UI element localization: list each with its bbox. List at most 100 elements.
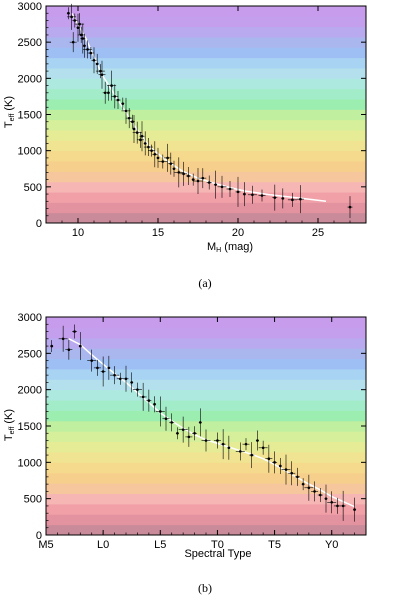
data-point	[258, 189, 266, 202]
y-tick-label: 2500	[18, 37, 42, 49]
color-band	[46, 6, 366, 17]
data-point	[125, 108, 133, 129]
color-band	[46, 192, 366, 203]
data-point	[110, 366, 120, 385]
data-point	[347, 196, 353, 219]
x-axis-label-b: Spectral Type	[184, 548, 251, 560]
data-point	[162, 406, 170, 431]
data-point	[353, 497, 357, 522]
data-point	[136, 131, 144, 148]
data-point	[152, 141, 158, 168]
x-tick-label: L0	[97, 539, 109, 551]
data-point	[148, 144, 156, 157]
data-point	[199, 168, 207, 189]
data-point	[116, 372, 124, 385]
color-band	[46, 140, 366, 152]
color-band	[46, 78, 366, 90]
x-tick-label: T5	[268, 539, 281, 551]
data-point	[281, 188, 285, 209]
data-point	[153, 396, 157, 413]
data-point	[93, 359, 101, 376]
data-point	[72, 13, 78, 28]
data-points-a	[66, 3, 353, 219]
panel-label-a: (a)	[198, 276, 211, 290]
color-band	[46, 400, 366, 411]
data-point	[220, 429, 226, 460]
data-point	[192, 426, 198, 441]
data-point	[255, 430, 259, 451]
color-band	[46, 493, 366, 505]
y-tick-label: 0	[36, 218, 42, 230]
data-point	[143, 131, 147, 156]
data-point	[132, 114, 136, 143]
data-point	[111, 84, 119, 109]
data-point	[174, 157, 184, 188]
data-point	[235, 176, 241, 207]
data-point	[78, 332, 82, 361]
color-band	[46, 420, 366, 432]
color-band	[46, 130, 366, 141]
y-tick-label: 1000	[18, 146, 42, 158]
color-band	[46, 119, 366, 131]
x-axis-b: M5 L0 L5 T0 T5 Y0	[38, 317, 367, 551]
data-point	[294, 467, 300, 486]
data-point	[58, 325, 68, 352]
y-tick-label: 1500	[18, 110, 42, 122]
data-point	[287, 192, 297, 207]
color-band	[46, 503, 366, 515]
data-point	[50, 340, 54, 353]
data-point	[311, 481, 319, 502]
x-tick-label: 15	[152, 227, 164, 239]
data-point	[123, 365, 129, 392]
panel-label-b: (b)	[198, 581, 212, 595]
color-band	[46, 389, 366, 401]
data-point	[249, 442, 255, 469]
data-point	[324, 484, 328, 513]
data-point	[65, 339, 73, 360]
x-tick-label: T0	[211, 539, 224, 551]
y-tick-label: 1000	[18, 457, 42, 469]
color-band	[46, 171, 366, 183]
color-bands-a	[46, 6, 366, 224]
data-point	[158, 154, 168, 169]
data-point	[198, 408, 202, 437]
color-bands-b	[46, 317, 366, 536]
data-point	[169, 413, 175, 432]
data-point	[178, 416, 188, 443]
data-point	[139, 121, 145, 152]
data-point	[265, 444, 273, 473]
data-point	[66, 7, 70, 20]
data-point	[201, 429, 211, 452]
data-point	[175, 427, 179, 440]
color-band	[46, 317, 366, 328]
x-axis-label-a: MH (mag)	[207, 241, 253, 254]
panel-a: 10 15 20 25 0 500 1000 1500 2000 2500 3000 MH (ma…	[3, 1, 367, 290]
data-point	[227, 435, 231, 460]
x-tick-label: 10	[72, 227, 84, 239]
color-band	[46, 88, 366, 100]
color-band	[46, 57, 366, 69]
data-point	[143, 138, 153, 157]
y-tick-label: 500	[24, 494, 42, 506]
color-band	[46, 327, 366, 339]
data-point	[139, 382, 147, 411]
data-point	[172, 160, 176, 177]
data-point	[193, 168, 203, 195]
data-point	[185, 426, 193, 447]
color-band	[46, 524, 366, 536]
data-point	[100, 356, 106, 387]
x-tick-label: 25	[312, 227, 324, 239]
color-band	[46, 337, 366, 349]
y-tick-label: 2500	[18, 348, 42, 360]
data-point	[296, 185, 304, 214]
color-band	[46, 202, 366, 214]
data-point	[76, 13, 80, 42]
color-band	[46, 109, 366, 121]
data-point	[288, 461, 296, 486]
y-tick-label: 1500	[18, 421, 42, 433]
color-band	[46, 68, 366, 79]
data-point	[272, 451, 278, 474]
data-point	[242, 182, 246, 207]
color-band	[46, 26, 366, 38]
data-point	[180, 161, 188, 186]
